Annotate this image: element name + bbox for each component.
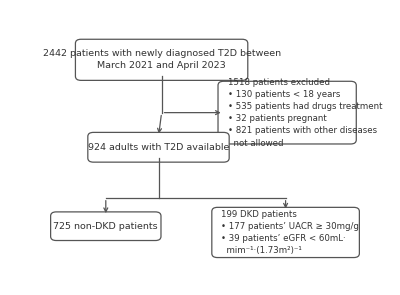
Text: 924 adults with T2D available: 924 adults with T2D available bbox=[88, 143, 229, 152]
FancyBboxPatch shape bbox=[88, 132, 229, 162]
FancyBboxPatch shape bbox=[212, 207, 359, 258]
Text: 199 DKD patients
• 177 patients’ UACR ≥ 30mg/g
• 39 patients’ eGFR < 60mL·
  mim: 199 DKD patients • 177 patients’ UACR ≥ … bbox=[222, 210, 359, 255]
Text: 2442 patients with newly diagnosed T2D between
March 2021 and April 2023: 2442 patients with newly diagnosed T2D b… bbox=[42, 49, 281, 71]
FancyBboxPatch shape bbox=[218, 81, 356, 144]
FancyBboxPatch shape bbox=[76, 39, 248, 80]
Text: 725 non-DKD patients: 725 non-DKD patients bbox=[54, 222, 158, 231]
Text: 1518 patients excluded
• 130 patients < 18 years
• 535 patients had drugs treatm: 1518 patients excluded • 130 patients < … bbox=[228, 78, 382, 148]
FancyBboxPatch shape bbox=[51, 212, 161, 240]
